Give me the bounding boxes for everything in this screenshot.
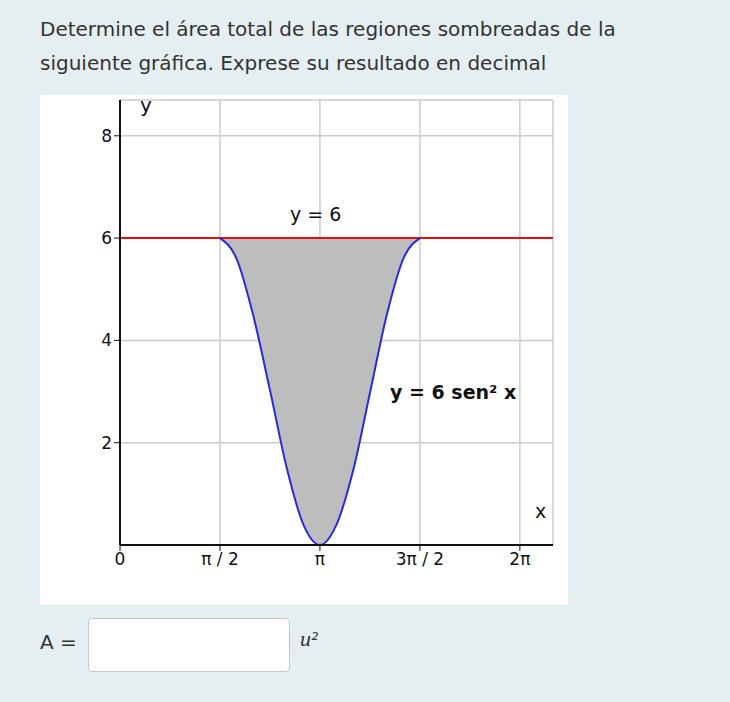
svg-text:0: 0 [115,549,126,569]
html-text:y: y [140,93,152,117]
html-text:x: x [535,500,547,522]
html-text:u²: u² [300,626,318,651]
svg-text:3π / 2: 3π / 2 [396,549,444,569]
svg-text:8: 8 [101,126,112,146]
svg-text:4: 4 [101,330,112,350]
html-text:Determine el área total de las: Determine el área total de las regiones … [40,17,616,75]
html-text:y = 6 sen² x: y = 6 sen² x [390,381,517,403]
svg-text:6: 6 [101,228,112,248]
svg-text:π / 2: π / 2 [201,549,239,569]
svg-text:2: 2 [101,433,112,453]
svg-text:2π: 2π [509,549,530,569]
html-text:A =: A = [40,630,77,654]
html-text:y = 6: y = 6 [290,203,342,225]
svg-text:π: π [315,549,325,569]
